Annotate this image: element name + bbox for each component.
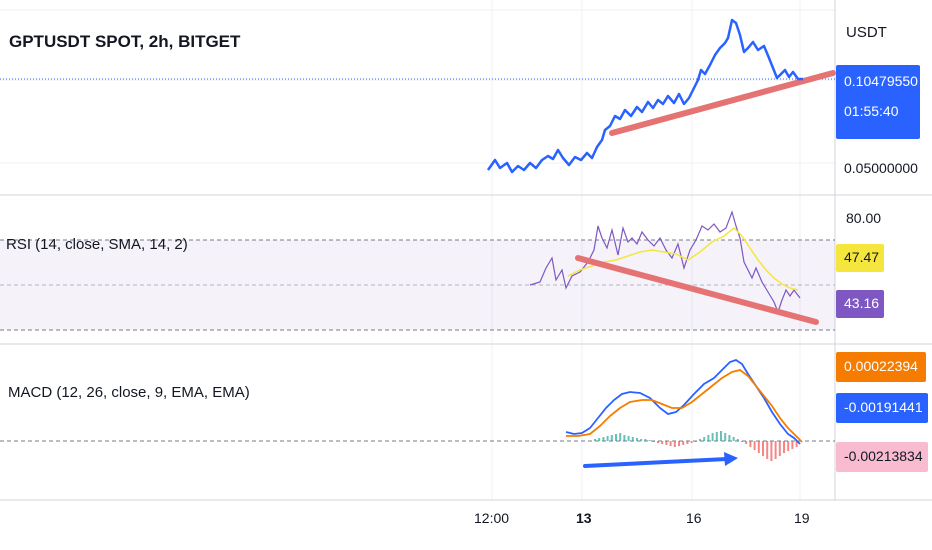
macd-hist-bar bbox=[699, 439, 701, 441]
macd-hist-bar bbox=[619, 433, 622, 441]
time-label-13: 13 bbox=[576, 510, 592, 526]
time-label-19: 19 bbox=[794, 510, 810, 526]
rsi-ma-badge: 47.47 bbox=[836, 244, 884, 272]
rsi-value: 43.16 bbox=[844, 295, 880, 311]
macd-hist-bar bbox=[686, 441, 689, 444]
macd-signal-value: 0.00022394 bbox=[844, 358, 918, 374]
rsi-ma-value: 47.47 bbox=[844, 249, 880, 265]
time-label-16: 16 bbox=[686, 510, 702, 526]
macd-hist-bar bbox=[795, 441, 798, 447]
macd-hist-bar bbox=[707, 435, 710, 441]
macd-signal-badge: 0.00022394 bbox=[836, 352, 926, 382]
macd-hist-bar bbox=[762, 441, 764, 456]
rsi-value-badge: 43.16 bbox=[836, 290, 884, 318]
macd-hist-bar bbox=[627, 436, 630, 441]
macd-value-badge: -0.00191441 bbox=[836, 393, 928, 423]
macd-hist-bar bbox=[711, 433, 714, 441]
macd-hist-bar bbox=[787, 441, 790, 451]
macd-hist-bar bbox=[606, 436, 609, 441]
countdown-value: 01:55:40 bbox=[844, 103, 899, 119]
macd-hist-bar bbox=[648, 440, 651, 441]
rsi-title: RSI (14, close, SMA, 14, 2) bbox=[6, 236, 188, 253]
macd-hist-bar bbox=[657, 441, 659, 443]
macd-hist-bar bbox=[640, 439, 643, 441]
macd-hist-bar bbox=[652, 441, 655, 442]
rsi-upper-level: 80.00 bbox=[846, 210, 882, 226]
macd-hist-bar bbox=[736, 439, 739, 441]
macd-hist-bar bbox=[690, 441, 693, 443]
price-series bbox=[486, 18, 803, 174]
last-price-value: 0.10479550 bbox=[844, 73, 918, 89]
arrow-head-icon bbox=[724, 452, 738, 466]
macd-hist-bar bbox=[610, 435, 613, 441]
macd-hist-bar bbox=[631, 437, 634, 441]
macd-trend-arrow[interactable] bbox=[583, 457, 729, 468]
macd-hist-bar bbox=[703, 437, 706, 441]
macd-hist-bar bbox=[715, 432, 718, 441]
macd-hist-bar bbox=[682, 441, 685, 445]
macd-hist-bar bbox=[678, 441, 680, 446]
rsi-trend-line[interactable] bbox=[575, 255, 819, 325]
macd-hist-bar bbox=[615, 434, 617, 441]
macd-hist-bar bbox=[774, 441, 777, 459]
macd-hist-bar bbox=[749, 441, 752, 447]
macd-hist-bar bbox=[636, 438, 638, 441]
macd-hist-bar bbox=[598, 438, 601, 441]
macd-hist-bar bbox=[669, 441, 672, 446]
macd-hist-bar bbox=[745, 441, 748, 444]
currency-label: USDT bbox=[846, 24, 887, 41]
macd-hist-bar bbox=[732, 437, 735, 441]
macd-signal-line bbox=[566, 369, 803, 443]
macd-hist-bar bbox=[753, 441, 756, 450]
macd-hist-bar bbox=[665, 441, 668, 445]
macd-hist-bar bbox=[594, 439, 596, 441]
macd-title: MACD (12, 26, close, 9, EMA, EMA) bbox=[8, 384, 250, 401]
macd-hist-bar bbox=[741, 441, 743, 442]
macd-hist-bar bbox=[766, 441, 769, 459]
macd-hist-bar bbox=[770, 441, 773, 461]
chart-title: GPTUSDT SPOT, 2h, BITGET bbox=[9, 32, 241, 51]
macd-hist-badge: -0.00213834 bbox=[836, 442, 928, 472]
last-price-badge[interactable]: 0.10479550 01:55:40 bbox=[836, 65, 920, 139]
macd-hist-bar bbox=[602, 437, 605, 441]
macd-hist-bar bbox=[783, 441, 785, 453]
price-trend-line[interactable] bbox=[609, 70, 836, 136]
macd-hist-bar bbox=[724, 433, 727, 441]
macd-hist-bar bbox=[757, 441, 760, 453]
macd-hist-value: -0.00213834 bbox=[844, 448, 923, 464]
macd-hist-bar bbox=[720, 431, 722, 441]
macd-hist-bar bbox=[623, 435, 626, 441]
macd-hist-bar bbox=[694, 441, 697, 442]
macd-hist-bar bbox=[661, 441, 664, 444]
macd-hist-bar bbox=[673, 441, 676, 447]
price-axis-label: 0.05000000 bbox=[844, 160, 918, 176]
macd-histogram bbox=[594, 431, 798, 461]
rsi-ma-series bbox=[567, 226, 799, 291]
macd-hist-bar bbox=[791, 441, 794, 449]
macd-value: -0.00191441 bbox=[844, 399, 923, 415]
macd-hist-bar bbox=[778, 441, 781, 456]
macd-hist-bar bbox=[644, 439, 647, 441]
macd-hist-bar bbox=[728, 435, 731, 441]
time-label-1200: 12:00 bbox=[474, 510, 510, 526]
macd-line bbox=[565, 359, 801, 445]
